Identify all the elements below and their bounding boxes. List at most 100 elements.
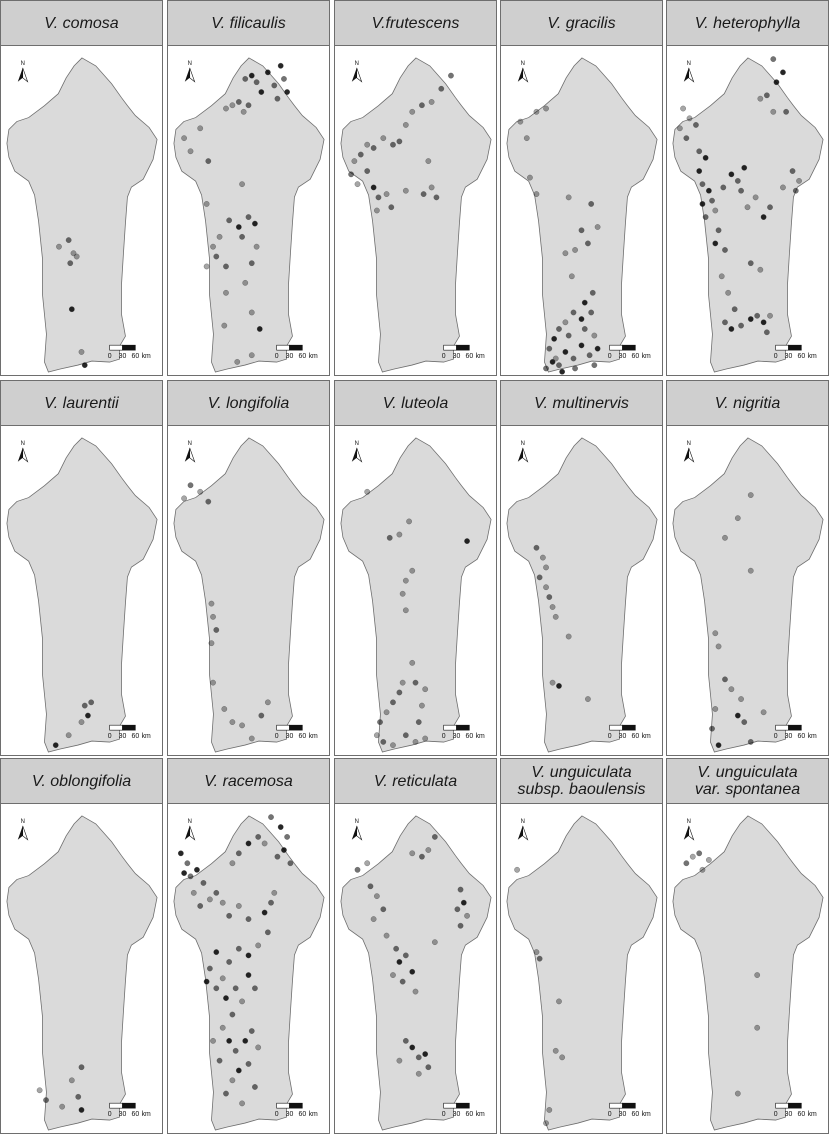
occurrence-point	[59, 1103, 66, 1110]
occurrence-point	[56, 243, 62, 250]
occurrence-point	[780, 184, 786, 191]
scale-bar-segment-1	[775, 724, 789, 731]
north-arrow-right-half	[688, 67, 695, 83]
scale-tick-label: 30	[453, 733, 461, 740]
scale-bar-segment-1	[775, 344, 789, 351]
scale-bar: 0 30 60 km	[108, 724, 151, 740]
occurrence-point	[783, 108, 790, 115]
occurrence-point	[696, 148, 703, 155]
occurrence-point	[88, 699, 95, 706]
occurrence-point	[261, 909, 268, 916]
occurrence-point	[242, 1037, 249, 1044]
occurrence-point	[239, 722, 245, 729]
scale-tick-label: 30	[286, 733, 294, 740]
occurrence-point	[581, 299, 588, 306]
occurrence-point	[543, 584, 549, 591]
occurrence-point	[702, 214, 709, 220]
species-panel: V. reticulata N 0 30 60 km	[334, 758, 497, 1134]
occurrence-point	[370, 145, 377, 151]
occurrence-point	[264, 699, 271, 706]
occurrence-point	[747, 260, 754, 267]
occurrence-point	[65, 237, 72, 244]
scale-tick-label: 60	[131, 353, 139, 360]
occurrence-point	[239, 998, 245, 1005]
occurrence-point	[527, 174, 533, 181]
north-arrow-right-half	[356, 447, 363, 463]
panel-header: V. oblongifolia	[1, 759, 162, 804]
country-outline	[6, 57, 158, 373]
occurrence-point	[568, 273, 575, 280]
north-label: N	[521, 61, 525, 67]
north-arrow-left-half	[184, 825, 190, 840]
north-arrow-icon: N	[683, 819, 695, 841]
scale-bar-segment-1	[775, 1102, 789, 1109]
occurrence-point	[226, 912, 233, 919]
occurrence-point	[572, 365, 578, 372]
occurrence-point	[422, 735, 429, 742]
occurrence-point	[792, 187, 799, 194]
north-arrow-icon: N	[184, 441, 196, 463]
occurrence-point	[680, 105, 687, 112]
species-title: V.frutescens	[371, 14, 460, 32]
scale-tick-label: 0	[442, 353, 446, 360]
map-svg: N 0 30 60 km	[672, 815, 824, 1131]
occurrence-point	[390, 699, 396, 706]
scale-tick-label: 30	[453, 1111, 461, 1118]
species-title: V. oblongifolia	[31, 772, 132, 790]
scale-bar-segment-1	[443, 724, 457, 731]
north-label: N	[188, 819, 192, 825]
occurrence-point	[221, 706, 228, 712]
occurrence-point	[549, 604, 556, 610]
occurrence-point	[399, 978, 406, 985]
species-title: V. heterophylla	[694, 14, 801, 32]
occurrence-point	[253, 243, 260, 250]
scale-bar-segment-1	[109, 724, 123, 731]
occurrence-point	[210, 679, 216, 686]
species-panel: V. multinervis N 0 30 60 km	[500, 380, 663, 756]
occurrence-point	[565, 194, 572, 201]
occurrence-point	[594, 345, 601, 352]
occurrence-point	[256, 326, 263, 332]
north-arrow-icon: N	[517, 441, 529, 463]
north-arrow-icon: N	[184, 61, 196, 83]
occurrence-point	[235, 99, 242, 105]
north-label: N	[687, 441, 691, 447]
scale-tick-label: 30	[286, 1111, 294, 1118]
occurrence-point	[197, 903, 204, 909]
occurrence-point	[68, 1077, 75, 1084]
scale-tick-label: 60	[465, 1111, 473, 1118]
map-svg: N 0 30 60 km	[340, 815, 492, 1131]
scale-bar-segment-2	[289, 1102, 303, 1109]
scale-tick-label: 60	[797, 353, 805, 360]
occurrence-point	[245, 214, 252, 220]
occurrence-point	[464, 538, 470, 545]
map-area: N 0 30 60 km	[168, 804, 329, 1133]
scale-bar-segment-2	[456, 1102, 470, 1109]
country-outline	[6, 815, 158, 1131]
north-arrow-left-half	[517, 67, 523, 82]
scale-bar-segment-2	[788, 724, 802, 731]
occurrence-point	[240, 108, 247, 115]
occurrence-point	[514, 866, 521, 873]
scale-tick-label: 30	[619, 733, 627, 740]
scale-bar-segment-2	[289, 344, 303, 351]
occurrence-point	[763, 329, 770, 336]
occurrence-point	[738, 322, 744, 329]
panel-header: V. laurentii	[1, 381, 162, 426]
occurrence-point	[715, 227, 722, 234]
occurrence-point	[457, 886, 464, 893]
occurrence-point	[420, 191, 427, 198]
scale-unit-label: km	[476, 733, 485, 740]
panel-header: V. comosa	[1, 1, 162, 46]
north-label: N	[21, 819, 25, 825]
occurrence-point	[536, 574, 543, 581]
occurrence-point	[415, 719, 422, 726]
occurrence-point	[264, 69, 271, 76]
north-label: N	[355, 441, 359, 447]
occurrence-point	[760, 319, 767, 326]
occurrence-point	[235, 850, 242, 857]
scale-tick-label: 0	[774, 353, 778, 360]
map-area: N 0 30 60 km	[501, 426, 662, 755]
occurrence-point	[245, 972, 252, 978]
occurrence-point	[419, 702, 425, 709]
